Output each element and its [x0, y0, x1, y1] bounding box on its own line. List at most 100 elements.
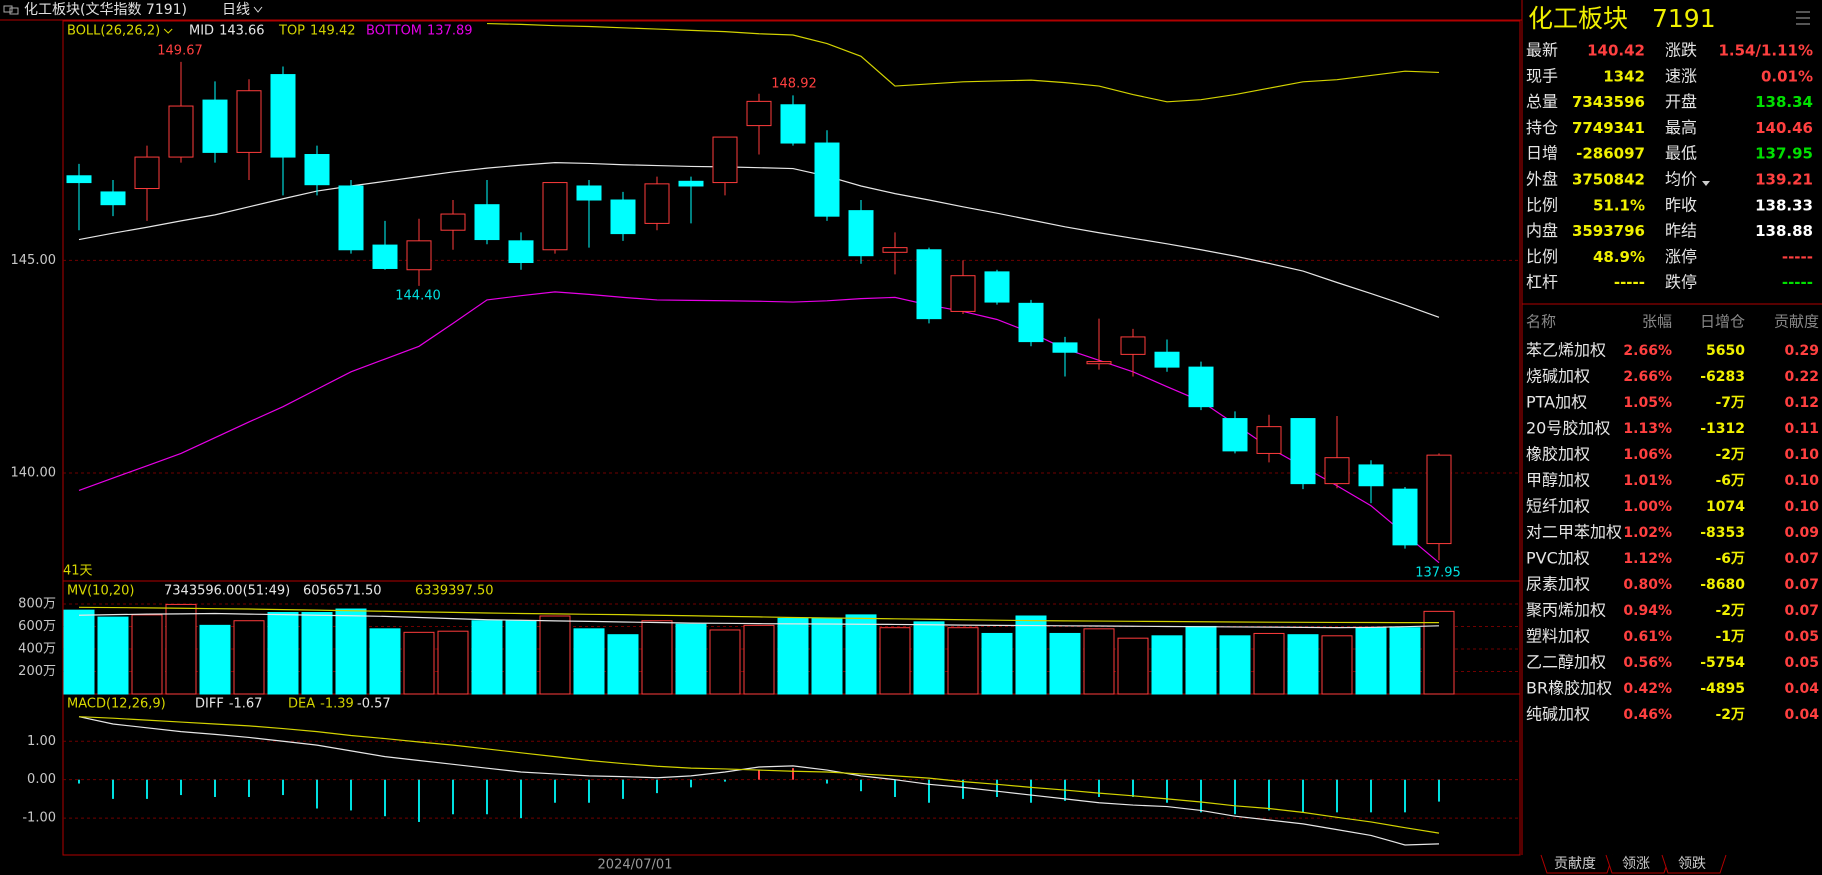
period-select[interactable]: 日线: [222, 2, 250, 18]
menu-icon[interactable]: [1796, 11, 1810, 25]
component-cell[interactable]: -1312: [1700, 421, 1745, 437]
component-cell[interactable]: PTA加权: [1526, 393, 1587, 412]
component-cell[interactable]: 5650: [1706, 343, 1745, 359]
component-cell[interactable]: 0.11: [1784, 421, 1819, 437]
component-cell[interactable]: 2.66%: [1623, 369, 1672, 385]
component-cell[interactable]: 0.04: [1784, 681, 1819, 697]
component-cell[interactable]: 尿素加权: [1526, 575, 1590, 594]
component-cell[interactable]: 1.12%: [1623, 551, 1672, 567]
component-cell[interactable]: 0.07: [1784, 577, 1819, 593]
component-cell[interactable]: 2.66%: [1623, 343, 1672, 359]
component-cell[interactable]: -8680: [1700, 577, 1745, 593]
quote-label: 涨跌: [1665, 41, 1697, 60]
component-cell[interactable]: 短纤加权: [1526, 497, 1590, 516]
component-cell[interactable]: PVC加权: [1526, 549, 1590, 568]
component-cell[interactable]: 0.56%: [1623, 655, 1672, 671]
volume-bar: [573, 628, 605, 695]
tab[interactable]: 贡献度: [1554, 856, 1596, 872]
y-tick-label: 140.00: [11, 465, 57, 480]
component-cell[interactable]: -2万: [1715, 707, 1745, 723]
quote-label: 最新: [1526, 41, 1558, 60]
component-cell[interactable]: 塑料加权: [1526, 627, 1590, 646]
component-cell[interactable]: 甲醇加权: [1526, 471, 1590, 490]
component-cell[interactable]: 0.94%: [1623, 603, 1672, 619]
component-cell[interactable]: -8353: [1700, 525, 1745, 541]
candle-body: [406, 240, 432, 271]
quote-label: 比例: [1526, 195, 1558, 214]
quote-value: 138.88: [1755, 222, 1813, 240]
volume-bar: [539, 615, 571, 695]
component-cell[interactable]: 1.01%: [1623, 473, 1672, 489]
volume-ma-line: [78, 612, 1440, 629]
component-cell[interactable]: 0.46%: [1623, 707, 1672, 723]
component-cell[interactable]: 0.07: [1784, 551, 1819, 567]
component-cell[interactable]: 纯碱加权: [1526, 705, 1590, 724]
component-cell[interactable]: BR橡胶加权: [1526, 679, 1612, 698]
component-cell[interactable]: 橡胶加权: [1526, 445, 1590, 464]
boll-line: [486, 22, 1440, 103]
candle-body: [1120, 336, 1146, 355]
component-cell[interactable]: 0.61%: [1623, 629, 1672, 645]
candle-body: [542, 182, 568, 251]
component-cell[interactable]: 0.07: [1784, 603, 1819, 619]
candle-body: [372, 244, 398, 269]
component-cell[interactable]: 1.13%: [1623, 421, 1672, 437]
component-cell[interactable]: 烧碱加权: [1526, 367, 1590, 386]
component-cell[interactable]: -7万: [1715, 395, 1745, 411]
component-cell[interactable]: -1万: [1715, 629, 1745, 645]
component-cell[interactable]: 0.05: [1784, 629, 1819, 645]
candle-body: [848, 210, 874, 257]
component-cell[interactable]: 1.05%: [1623, 395, 1672, 411]
dropdown-arrow: [1702, 181, 1710, 186]
y-tick-label: 600万: [18, 619, 56, 634]
component-cell[interactable]: 0.10: [1784, 473, 1819, 489]
component-cell[interactable]: 0.29: [1784, 343, 1819, 359]
component-cell[interactable]: 0.12: [1784, 395, 1819, 411]
quote-label: 速涨: [1665, 66, 1697, 85]
component-cell[interactable]: 0.05: [1784, 655, 1819, 671]
component-cell[interactable]: -2万: [1715, 447, 1745, 463]
tab[interactable]: 领涨: [1622, 856, 1650, 872]
tab[interactable]: 领跌: [1678, 856, 1706, 872]
component-cell[interactable]: 20号胶加权: [1526, 419, 1610, 438]
quote-label: 比例: [1526, 247, 1558, 266]
component-cell[interactable]: 聚丙烯加权: [1526, 601, 1606, 620]
component-cell[interactable]: -5754: [1700, 655, 1745, 671]
candle-body: [474, 204, 500, 241]
component-cell[interactable]: 0.80%: [1623, 577, 1672, 593]
volume-bar: [1287, 634, 1319, 695]
legend-value: -1.39: [320, 697, 354, 712]
component-cell[interactable]: 1074: [1706, 499, 1745, 515]
quote-label: 杠杆: [1526, 273, 1558, 292]
app-icon: [3, 5, 19, 15]
macd-line: [78, 716, 1440, 846]
component-cell[interactable]: 0.10: [1784, 447, 1819, 463]
component-cell[interactable]: 1.00%: [1623, 499, 1672, 515]
component-cell[interactable]: 0.22: [1784, 369, 1819, 385]
component-cell[interactable]: 0.04: [1784, 707, 1819, 723]
indicator-label: MACD(12,26,9): [67, 697, 166, 712]
component-cell[interactable]: -6万: [1715, 551, 1745, 567]
legend-name: DEA: [288, 697, 315, 712]
component-cell[interactable]: 0.10: [1784, 499, 1819, 515]
component-cell[interactable]: 0.09: [1784, 525, 1819, 541]
legend-value: 143.66: [219, 24, 265, 39]
volume-bar: [1185, 625, 1217, 695]
component-cell[interactable]: 1.02%: [1623, 525, 1672, 541]
component-cell[interactable]: -4895: [1700, 681, 1745, 697]
component-cell[interactable]: 1.06%: [1623, 447, 1672, 463]
component-cell[interactable]: 乙二醇加权: [1526, 653, 1606, 672]
component-cell[interactable]: -6283: [1700, 369, 1745, 385]
candle-body: [814, 142, 840, 217]
window-title: 化工板块(文华指数 7191): [24, 2, 187, 18]
component-cell[interactable]: 对二甲苯加权: [1526, 523, 1622, 542]
component-cell[interactable]: 苯乙烯加权: [1526, 341, 1606, 360]
boll-line: [78, 161, 1440, 318]
tab-shape: [1661, 854, 1727, 874]
candle-body: [236, 90, 262, 153]
component-cell[interactable]: 0.42%: [1623, 681, 1672, 697]
quote-label: 开盘: [1665, 92, 1697, 111]
component-cell[interactable]: -2万: [1715, 603, 1745, 619]
component-cell[interactable]: -6万: [1715, 473, 1745, 489]
